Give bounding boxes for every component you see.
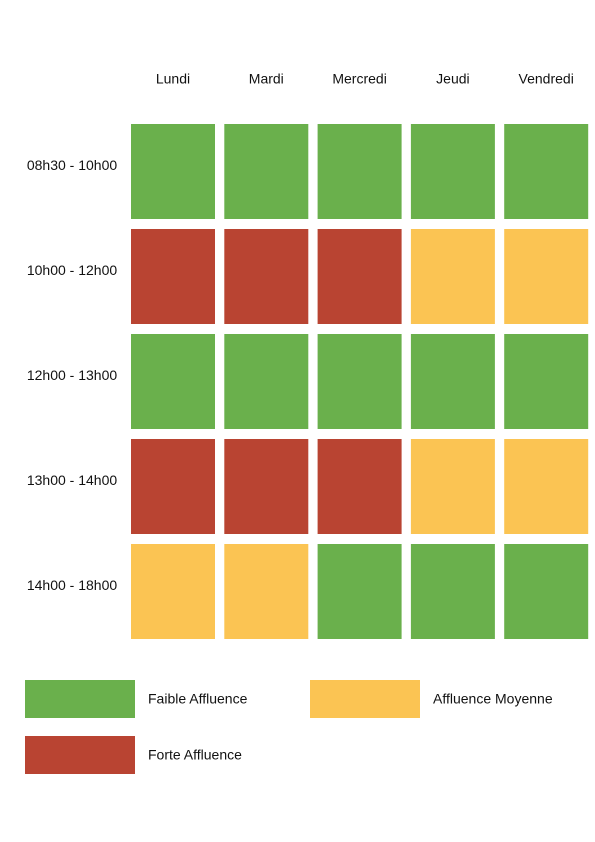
cell (131, 124, 215, 219)
cell (504, 439, 589, 534)
day-label: Vendredi (519, 71, 574, 87)
legend-swatch (310, 680, 420, 718)
slot-label: 12h00 - 13h00 (27, 367, 118, 383)
cell (504, 334, 589, 429)
day-label: Jeudi (436, 71, 469, 87)
legend-swatch (25, 736, 135, 774)
legend-label: Faible Affluence (148, 691, 248, 707)
day-label: Mercredi (332, 71, 386, 87)
cell (131, 544, 215, 639)
cell (504, 544, 589, 639)
cell (224, 229, 309, 324)
cell (131, 229, 215, 324)
cell (317, 544, 402, 639)
slot-label: 13h00 - 14h00 (27, 472, 118, 488)
cell (410, 544, 495, 639)
cell (504, 124, 589, 219)
cell (317, 439, 402, 534)
legend-label: Forte Affluence (148, 747, 242, 763)
legend-swatch (25, 680, 135, 718)
cell (224, 124, 309, 219)
cell (317, 334, 402, 429)
cell (317, 124, 402, 219)
slot-label: 10h00 - 12h00 (27, 262, 118, 278)
cell (410, 439, 495, 534)
cell (224, 439, 309, 534)
cell (317, 229, 402, 324)
cell (410, 124, 495, 219)
slot-label: 08h30 - 10h00 (27, 157, 118, 173)
legend-label: Affluence Moyenne (433, 691, 553, 707)
cell (224, 544, 309, 639)
cell (504, 229, 589, 324)
cell (410, 334, 495, 429)
day-label: Lundi (156, 71, 190, 87)
cell (131, 334, 215, 429)
slot-label: 14h00 - 18h00 (27, 577, 118, 593)
cell (224, 334, 309, 429)
cell (131, 439, 215, 534)
cell (410, 229, 495, 324)
day-label: Mardi (249, 71, 284, 87)
